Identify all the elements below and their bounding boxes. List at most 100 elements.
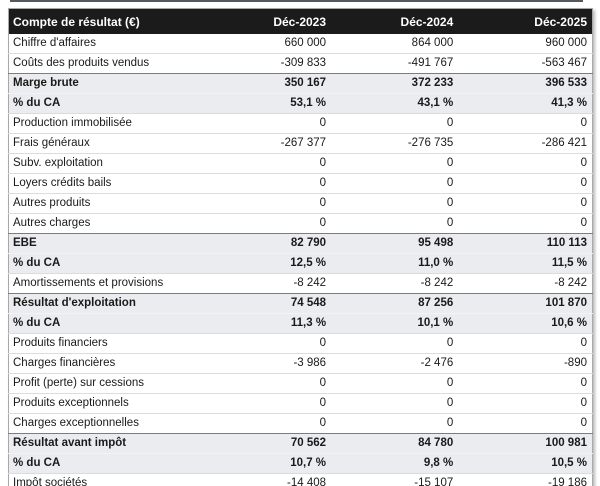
row-label: % du CA — [8, 253, 203, 274]
row-label: Amortissements et provisions — [8, 273, 203, 294]
table-row: Charges exceptionnelles 0 0 0 — [8, 413, 593, 434]
cell-value: -8 242 — [458, 273, 593, 294]
cell-value: 11,0 % — [331, 253, 459, 274]
cell-value: 960 000 — [458, 34, 593, 54]
cell-value: 0 — [458, 333, 593, 354]
row-label: Marge brute — [8, 73, 203, 94]
table-row: Marge brute 350 167 372 233 396 533 — [8, 73, 593, 94]
cell-value: 0 — [458, 153, 593, 174]
row-label: Résultat d'exploitation — [8, 293, 203, 314]
cell-value: 101 870 — [458, 293, 593, 314]
cell-value: -2 476 — [331, 353, 459, 374]
cell-value: 10,7 % — [202, 453, 332, 474]
table-row: Autres produits 0 0 0 — [8, 193, 593, 214]
cell-value: 70 562 — [202, 433, 332, 454]
row-label: Autres produits — [8, 193, 203, 214]
cell-value: 95 498 — [331, 233, 459, 254]
cell-value: 41,3 % — [458, 93, 593, 114]
cell-value: 84 780 — [331, 433, 459, 454]
row-label: Loyers crédits bails — [8, 173, 203, 194]
row-label: Subv. exploitation — [8, 153, 203, 174]
cell-value: 0 — [202, 413, 332, 434]
table-row: Charges financières -3 986 -2 476 -890 — [8, 353, 593, 374]
column-header-dec-2023: Déc-2023 — [202, 8, 332, 34]
cell-value: 10,5 % — [458, 453, 593, 474]
cell-value: 660 000 — [202, 34, 332, 54]
cell-value: -563 467 — [458, 53, 593, 74]
cell-value: 0 — [202, 173, 332, 194]
cell-value: 350 167 — [202, 73, 332, 94]
cell-value: -491 767 — [331, 53, 459, 74]
cell-value: 0 — [458, 413, 593, 434]
cell-value: 0 — [331, 393, 459, 414]
table-row: Profit (perte) sur cessions 0 0 0 — [8, 373, 593, 394]
top-edge-line — [10, 0, 583, 2]
cell-value: 11,5 % — [458, 253, 593, 274]
cell-value: 100 981 — [458, 433, 593, 454]
cell-value: 11,3 % — [202, 313, 332, 334]
cell-value: 0 — [202, 113, 332, 134]
row-label: % du CA — [8, 93, 203, 114]
cell-value: 0 — [458, 393, 593, 414]
table-row: Autres charges 0 0 0 — [8, 213, 593, 234]
cell-value: 0 — [458, 173, 593, 194]
table-row: Production immobilisée 0 0 0 — [8, 113, 593, 134]
row-label: Profit (perte) sur cessions — [8, 373, 203, 394]
cell-value: 0 — [202, 333, 332, 354]
income-statement-table: Compte de résultat (€) Déc-2023 Déc-2024… — [8, 8, 593, 486]
table-row: % du CA 12,5 % 11,0 % 11,5 % — [8, 253, 593, 274]
cell-value: 0 — [331, 373, 459, 394]
cell-value: 82 790 — [202, 233, 332, 254]
cell-value: 10,1 % — [331, 313, 459, 334]
cell-value: -15 107 — [331, 473, 459, 486]
row-label: EBE — [8, 233, 203, 254]
table-title: Compte de résultat (€) — [8, 8, 203, 34]
row-label: Produits financiers — [8, 333, 203, 354]
cell-value: -8 242 — [202, 273, 332, 294]
table-body: Chiffre d'affaires 660 000 864 000 960 000 C… — [8, 34, 593, 486]
cell-value: 0 — [331, 113, 459, 134]
cell-value: 0 — [202, 393, 332, 414]
cell-value: 0 — [331, 213, 459, 234]
cell-value: 0 — [202, 153, 332, 174]
cell-value: 12,5 % — [202, 253, 332, 274]
cell-value: 53,1 % — [202, 93, 332, 114]
row-label: % du CA — [8, 453, 203, 474]
cell-value: 396 533 — [458, 73, 593, 94]
cell-value: 0 — [331, 333, 459, 354]
cell-value: -267 377 — [202, 133, 332, 154]
table-row: Résultat avant impôt 70 562 84 780 100 981 — [8, 433, 593, 454]
cell-value: 864 000 — [331, 34, 459, 54]
row-label: Production immobilisée — [8, 113, 203, 134]
cell-value: 87 256 — [331, 293, 459, 314]
table-row: % du CA 10,7 % 9,8 % 10,5 % — [8, 453, 593, 474]
table-row: Produits financiers 0 0 0 — [8, 333, 593, 354]
row-label: Frais généraux — [8, 133, 203, 154]
row-label: Charges exceptionnelles — [8, 413, 203, 434]
row-label: % du CA — [8, 313, 203, 334]
row-label: Charges financières — [8, 353, 203, 374]
cell-value: 43,1 % — [331, 93, 459, 114]
table-row: Subv. exploitation 0 0 0 — [8, 153, 593, 174]
row-label: Chiffre d'affaires — [8, 34, 203, 54]
table-row: Impôt sociétés -14 408 -15 107 -19 186 — [8, 473, 593, 486]
cell-value: -890 — [458, 353, 593, 374]
cell-value: -286 421 — [458, 133, 593, 154]
table-row: Résultat d'exploitation 74 548 87 256 101 8… — [8, 293, 593, 314]
cell-value: -309 833 — [202, 53, 332, 74]
cell-value: 0 — [331, 173, 459, 194]
cell-value: -14 408 — [202, 473, 332, 486]
row-label: Autres charges — [8, 213, 203, 234]
income-statement-container: Compte de résultat (€) Déc-2023 Déc-2024… — [8, 8, 593, 486]
table-row: Produits exceptionnels 0 0 0 — [8, 393, 593, 414]
cell-value: 10,6 % — [458, 313, 593, 334]
cell-value: 0 — [331, 153, 459, 174]
row-label: Résultat avant impôt — [8, 433, 203, 454]
table-row: Frais généraux -267 377 -276 735 -286 421 — [8, 133, 593, 154]
table-row: Chiffre d'affaires 660 000 864 000 960 000 — [8, 34, 593, 54]
row-label: Produits exceptionnels — [8, 393, 203, 414]
cell-value: -19 186 — [458, 473, 593, 486]
cell-value: 74 548 — [202, 293, 332, 314]
cell-value: 372 233 — [331, 73, 459, 94]
